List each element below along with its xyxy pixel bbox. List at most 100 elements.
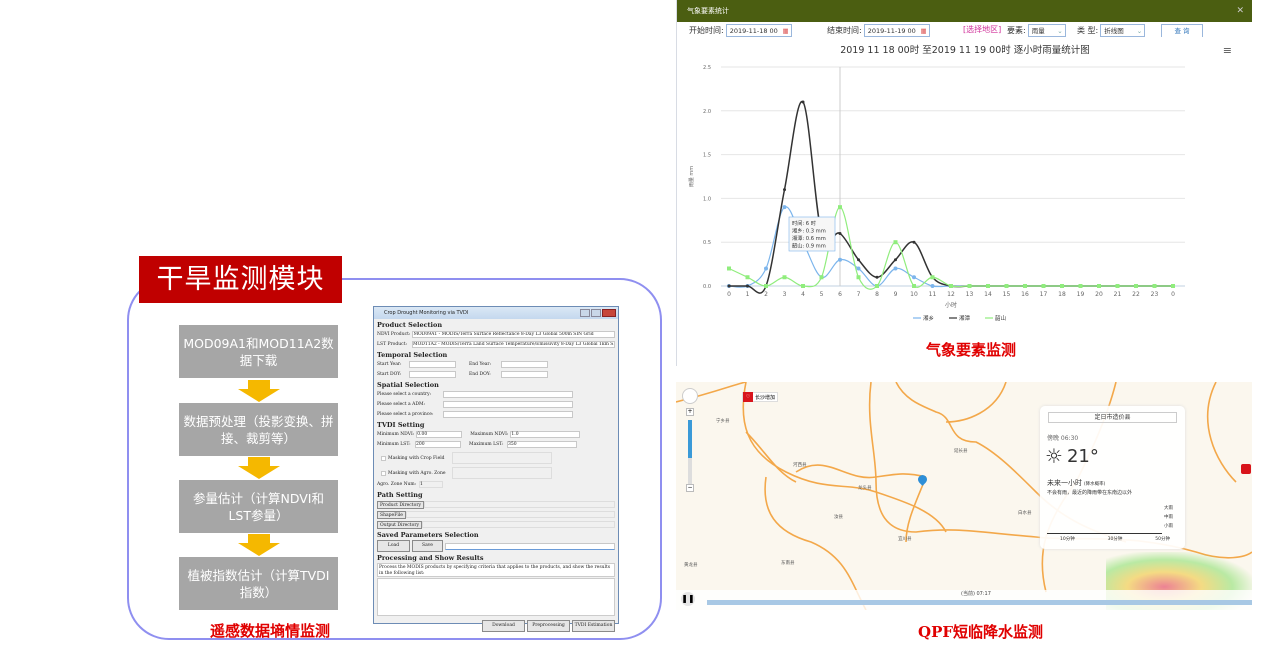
calendar-icon: ▦ [782,27,789,35]
min-ndvi-input[interactable]: 0.00 [416,431,463,438]
results-list[interactable] [377,578,615,616]
x-tick-label: 4 [801,291,805,298]
timeline-slider[interactable] [707,600,1252,605]
start-time-input[interactable]: 2019-11-18 00 ▦ [725,24,792,37]
end-time-input[interactable]: 2019-11-19 00 ▦ [863,24,930,37]
tvdi-estimation-button[interactable]: TVDI Estimation [572,620,615,632]
legend-label: 湘潭 [959,314,971,322]
data-point [727,266,731,271]
minimize-button[interactable] [580,309,590,317]
element-select[interactable]: 雨量 ⌄ [1027,24,1066,37]
x-tick-label: 1 [746,291,750,298]
lst-label: LST Product: [377,342,408,347]
start-doy-label: Start DOY: [377,372,402,377]
flow-step-tvdi: 植被指数估计（计算TVDI指数） [179,557,338,610]
data-point [1023,284,1027,288]
sun-icon: ☼ [1045,444,1063,468]
adm-select[interactable] [443,401,573,408]
data-point [875,284,879,288]
mask-crop-checkbox[interactable] [381,455,386,461]
product-directory-button[interactable]: Product Directory [377,500,425,509]
weather-summary: 不会有雨，最近的降雨带在东南边以外 [1047,490,1133,496]
menu-icon[interactable]: ≡ [1222,44,1232,57]
calendar-icon: ▦ [920,27,927,35]
zoom-out-button[interactable]: − [686,484,694,492]
end-time-label: 结束时间: [827,26,862,35]
data-point [857,258,860,262]
data-point [838,257,842,262]
shapefile-button[interactable]: ShapeFile [377,510,406,519]
next-hour-label: 未来一小时 [1047,479,1082,487]
place-label: 东南县 [781,561,795,566]
y-tick-label: 2.0 [703,109,711,115]
arrow-down-icon [238,380,280,402]
tooltip-line: 湘乡: 0.3 mm [792,227,826,235]
maximize-button[interactable] [591,309,601,317]
data-point [986,284,990,288]
path-section: Path Setting [377,491,423,499]
select-region-link[interactable]: [选择地区] [963,25,1002,34]
pan-control[interactable] [682,388,698,404]
preprocessing-button[interactable]: Preprocessing [527,620,570,632]
end-doy-input[interactable] [501,371,548,378]
min-lst-input[interactable]: 200 [415,441,461,448]
download-button[interactable]: Download [482,620,525,632]
x-tick-label: 0 [727,291,731,298]
tick-label: 30分钟 [1107,537,1123,542]
processing-text: Process the MODIS products by specifying… [377,563,615,577]
data-point [782,205,787,210]
temporal-section: Temporal Selection [377,351,448,359]
mask-agro-checkbox[interactable] [381,470,386,476]
max-ndvi-input[interactable]: 1.0 [510,431,581,438]
flow-step-download: MOD09A1和MOD11A2数据下载 [179,325,338,378]
place-label: 宜川县 [898,537,912,542]
data-point [1078,284,1083,288]
data-point [1115,284,1120,288]
country-select[interactable] [443,391,573,398]
province-label: Please select a province: [377,412,434,417]
temperature: 21° [1066,445,1099,467]
x-tick-label: 16 [1021,291,1029,298]
saved-param-input[interactable] [445,542,615,550]
x-tick-label: 0 [1171,291,1175,298]
zoom-in-button[interactable]: + [686,408,694,416]
pause-button[interactable]: ❚❚ [681,592,695,606]
data-point [801,100,805,104]
query-button[interactable]: 查 询 [1161,24,1203,37]
output-directory-button[interactable]: Output Directory [377,520,423,529]
weather-time: 傍晚 06:30 [1047,435,1079,442]
rainfall-chart: 0.00.51.01.52.02.50 1 2 3 4 5 6 7 8 9 10 11 12 13 14 15… [688,65,1185,322]
lst-select[interactable]: MOD11A2 - MODIS/Terra Land Surface Tempe… [412,341,615,348]
end-year-label: End Year: [469,362,492,367]
flow-step-param: 参量估计（计算NDVI和LST参量） [179,480,338,533]
alert-badge[interactable]: ♡ 长沙增加 [742,392,779,402]
x-tick-label: 14 [984,291,992,298]
road-network [676,382,1252,610]
alert-icon: ♡ [743,392,753,402]
tvdi-dialog: Crop Drought Monitoring via TVDI Product… [373,306,619,632]
start-doy-input[interactable] [409,371,456,378]
legend-label: 湘乡 [923,314,934,322]
processing-section: Processing and Show Results [377,554,484,562]
close-icon[interactable]: ✕ [1236,6,1244,16]
x-tick-label: 10 [910,291,918,298]
y-tick-label: 1.0 [703,196,711,202]
x-tick-label: 2 [764,291,768,298]
data-point [783,188,786,192]
close-button[interactable] [602,309,616,317]
zoom-slider[interactable] [688,420,692,486]
ndvi-select[interactable]: MOD09A1 - MODIS/Terra Surface Reflectanc… [412,331,615,338]
x-tick-label: 21 [1114,291,1122,298]
save-button[interactable]: Save [412,540,443,552]
x-tick-label: 9 [894,291,898,298]
chart-title: 2019 11 18 00时 至2019 11 19 00时 逐小时雨量统计图 [840,45,1090,56]
province-select[interactable] [443,411,573,418]
type-select[interactable]: 折线图 ⌄ [1100,24,1146,37]
end-year-input[interactable] [501,361,548,368]
load-button[interactable]: Load [377,540,410,552]
start-year-input[interactable] [409,361,456,368]
max-lst-input[interactable]: 350 [507,441,577,448]
alert-icon[interactable] [1241,464,1251,474]
x-tick-label: 8 [875,291,879,298]
agro-zone-input[interactable]: 1 [419,481,443,488]
